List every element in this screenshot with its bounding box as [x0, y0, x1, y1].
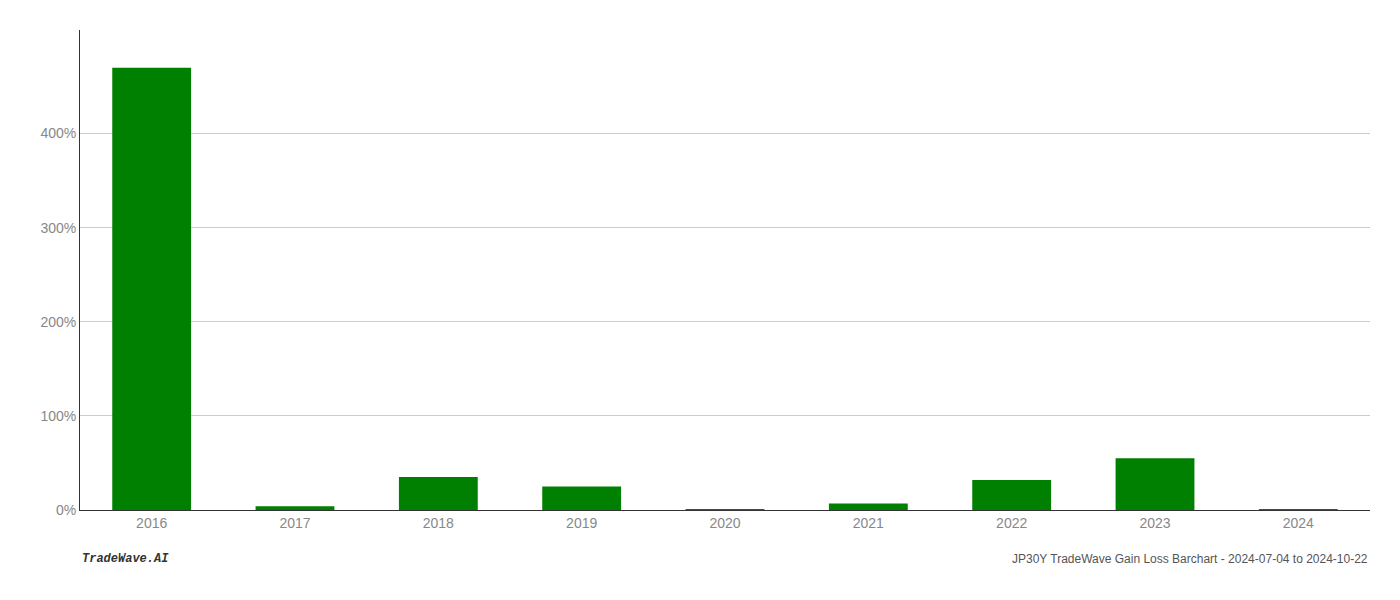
svg-text:2020: 2020: [709, 515, 740, 531]
svg-text:2018: 2018: [423, 515, 454, 531]
svg-text:100%: 100%: [40, 408, 76, 424]
svg-text:2016: 2016: [136, 515, 167, 531]
svg-text:2024: 2024: [1283, 515, 1314, 531]
svg-text:TradeWave.AI: TradeWave.AI: [82, 552, 169, 566]
svg-text:2017: 2017: [279, 515, 310, 531]
svg-text:2022: 2022: [996, 515, 1027, 531]
svg-text:JP30Y TradeWave Gain Loss Barc: JP30Y TradeWave Gain Loss Barchart - 202…: [1012, 552, 1368, 566]
svg-text:2023: 2023: [1139, 515, 1170, 531]
svg-text:400%: 400%: [40, 125, 76, 141]
svg-text:300%: 300%: [40, 220, 76, 236]
svg-text:2019: 2019: [566, 515, 597, 531]
svg-text:2021: 2021: [853, 515, 884, 531]
svg-text:0%: 0%: [56, 502, 76, 518]
svg-text:200%: 200%: [40, 314, 76, 330]
